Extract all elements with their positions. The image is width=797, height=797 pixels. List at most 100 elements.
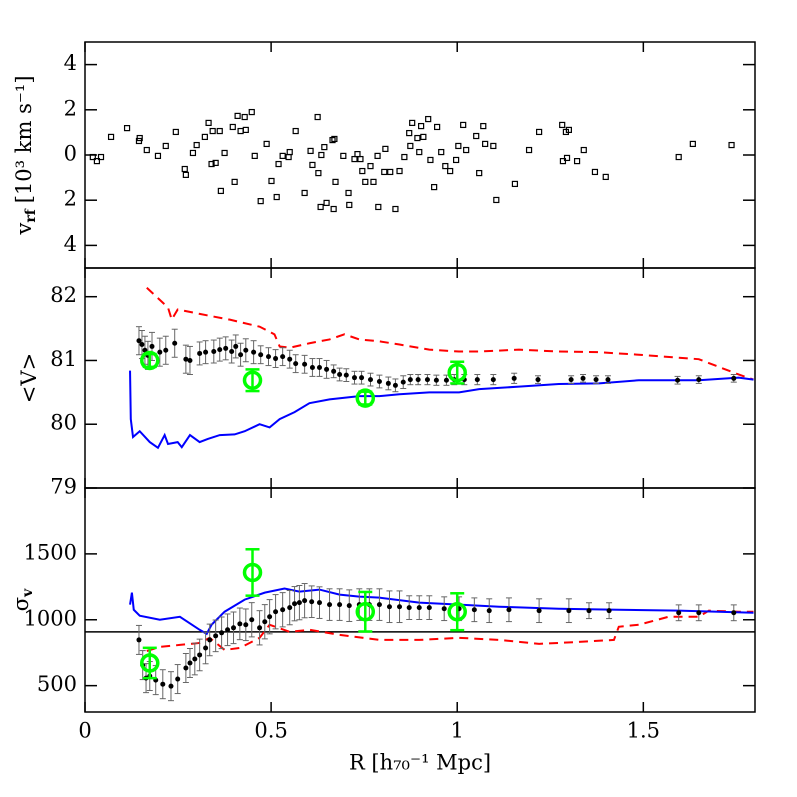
point (287, 356, 293, 362)
point (187, 660, 193, 666)
point (337, 602, 343, 608)
point (258, 352, 264, 358)
y-tick-label: 82 (50, 283, 77, 307)
point (385, 380, 391, 386)
point (606, 608, 612, 614)
point (292, 601, 298, 607)
y-tick-label: 1500 (24, 540, 77, 564)
point (139, 342, 145, 348)
point (367, 377, 373, 383)
point (559, 158, 567, 165)
point (359, 167, 366, 175)
point (471, 607, 477, 613)
point (490, 142, 497, 150)
point (183, 356, 189, 362)
point (219, 630, 225, 636)
point (480, 122, 487, 130)
point (314, 113, 321, 121)
point (292, 127, 299, 135)
point (490, 377, 496, 383)
point (351, 155, 358, 163)
point (287, 605, 293, 611)
point (414, 134, 421, 142)
point (476, 169, 483, 177)
point (273, 609, 279, 615)
point (302, 598, 308, 604)
point (197, 350, 203, 356)
point (535, 377, 541, 383)
point (351, 375, 357, 381)
point (330, 205, 337, 213)
point (441, 606, 447, 612)
point (486, 608, 492, 614)
point (426, 605, 432, 611)
y-axis-label-unit: [10³ km s⁻¹] (12, 75, 36, 203)
point (407, 142, 414, 150)
point (573, 158, 581, 165)
point (221, 149, 228, 157)
point (309, 161, 316, 169)
point (375, 203, 382, 211)
point (689, 140, 696, 148)
point (438, 148, 445, 156)
point (318, 151, 325, 159)
y-tick-label: 1000 (24, 606, 77, 630)
point (243, 347, 249, 353)
point (207, 637, 213, 643)
point (197, 652, 203, 658)
point (242, 562, 263, 583)
point (183, 665, 189, 671)
point (217, 187, 224, 195)
point (107, 133, 115, 141)
point (396, 167, 403, 175)
dashed-line (146, 287, 754, 381)
point (511, 375, 517, 381)
point (415, 377, 421, 383)
y-axis-label: <V> (17, 353, 41, 403)
point (157, 349, 163, 355)
point (602, 173, 609, 181)
point (237, 127, 244, 135)
point (382, 145, 389, 152)
point (409, 119, 416, 127)
y-tick-label: 4 (64, 232, 77, 256)
y-tick-label: 2 (64, 96, 77, 120)
point (374, 152, 381, 160)
point (266, 354, 272, 360)
point (696, 610, 702, 616)
point (442, 162, 449, 170)
point (591, 168, 599, 176)
point (216, 127, 223, 135)
point (243, 622, 249, 628)
point (192, 656, 198, 662)
point (392, 205, 399, 213)
point (136, 338, 142, 344)
point (424, 377, 430, 383)
point (563, 154, 571, 162)
point (223, 345, 229, 351)
point (268, 177, 275, 185)
point (675, 377, 681, 383)
line (129, 370, 754, 450)
point (354, 150, 361, 158)
point (565, 126, 572, 134)
point (229, 349, 235, 355)
point (460, 121, 467, 129)
y-tick-label: 80 (50, 411, 77, 435)
point (280, 607, 286, 613)
point (331, 135, 338, 143)
point (160, 681, 166, 687)
point (511, 180, 519, 188)
point (89, 153, 96, 161)
point (242, 370, 263, 390)
point (482, 140, 489, 148)
point (168, 683, 174, 689)
point (123, 125, 131, 132)
point (376, 602, 382, 608)
point (229, 123, 236, 131)
point (566, 608, 572, 614)
point (280, 354, 286, 360)
point (317, 203, 324, 211)
point (355, 601, 376, 622)
